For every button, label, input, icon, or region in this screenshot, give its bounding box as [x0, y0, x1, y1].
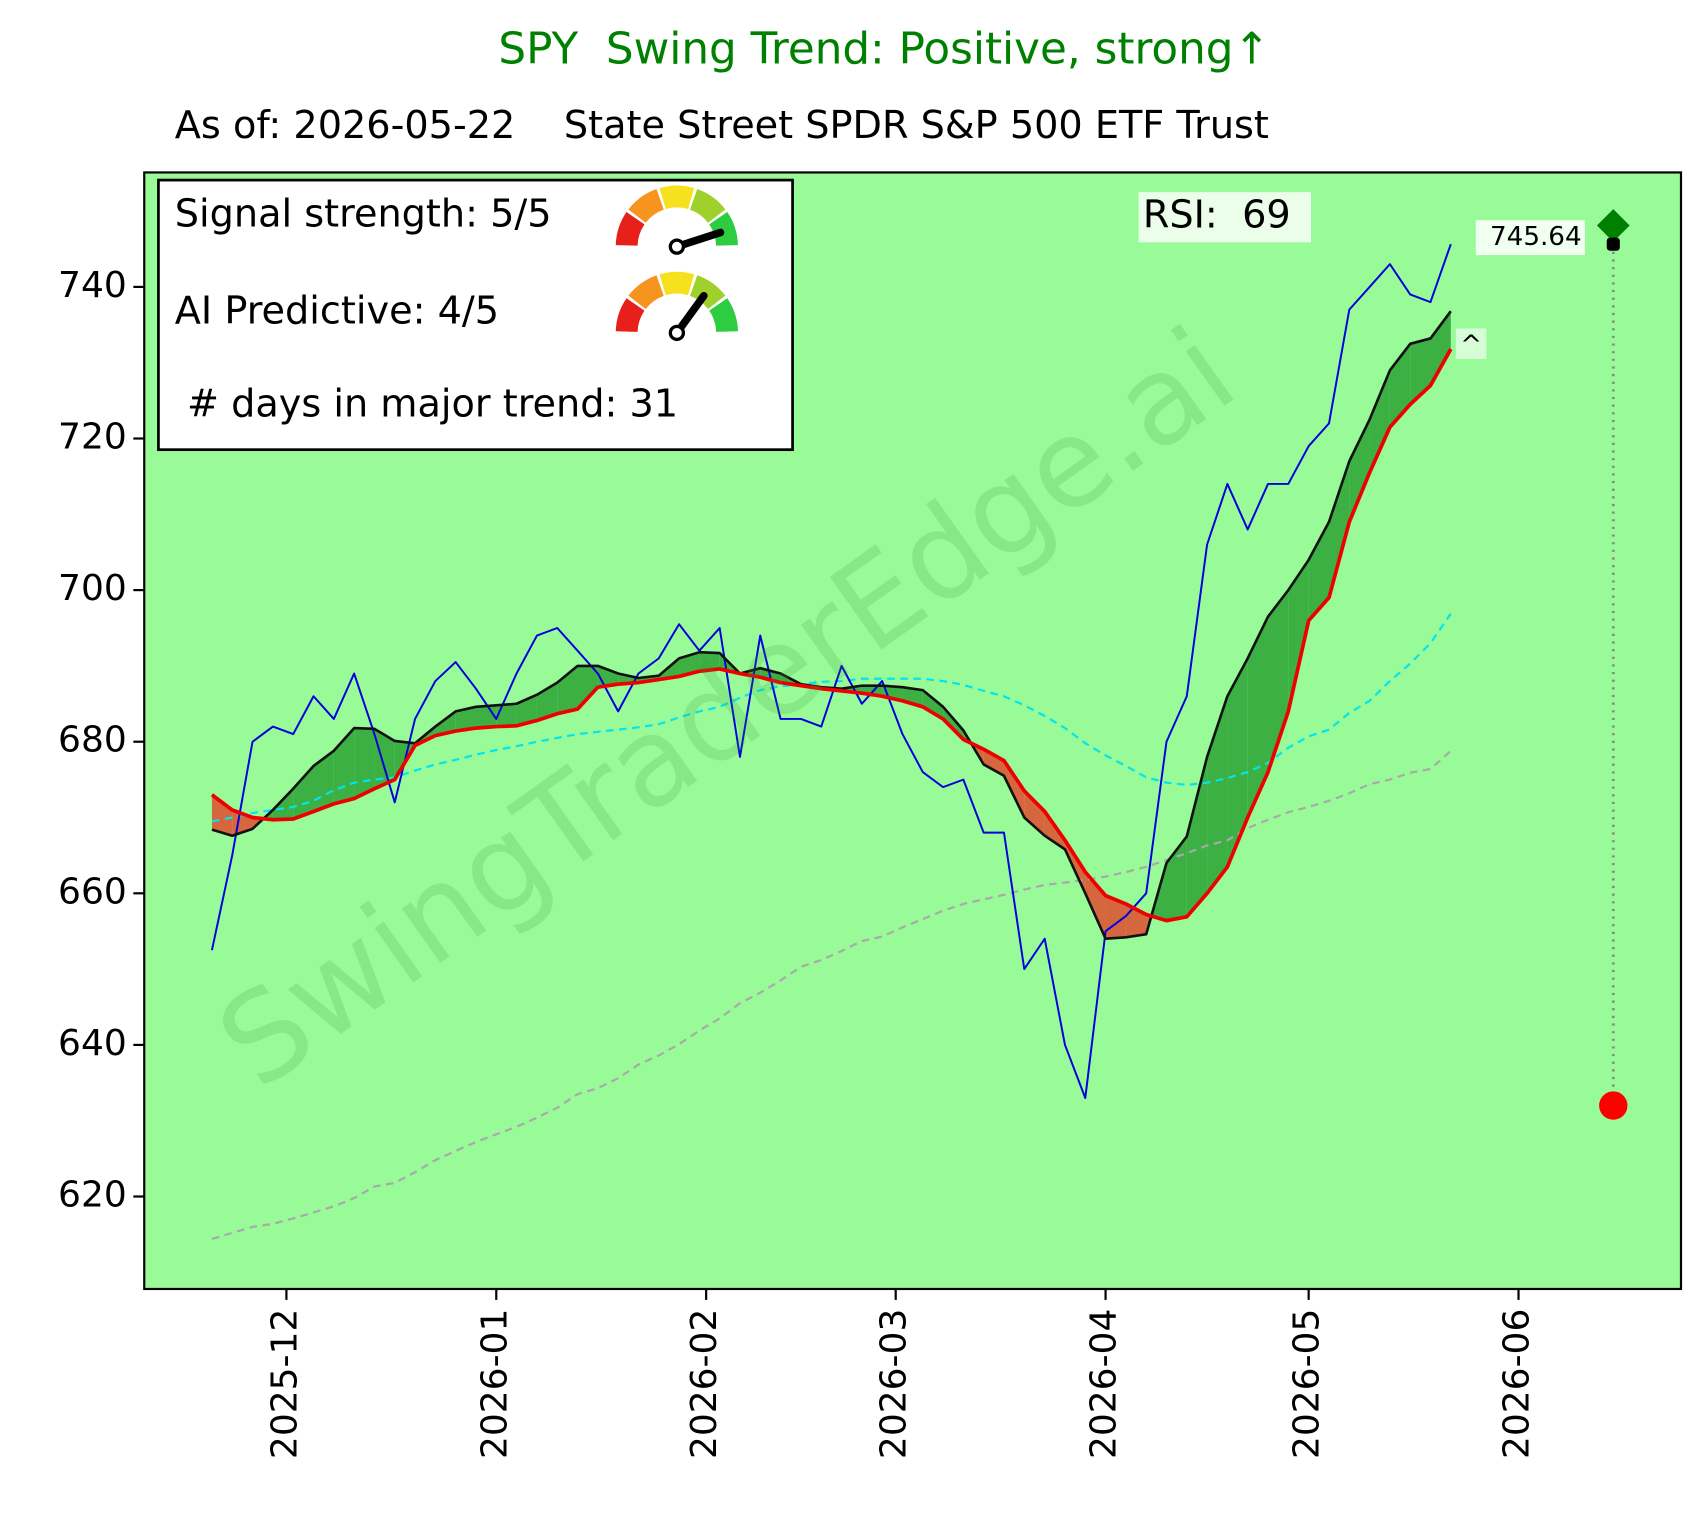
info-text: Signal strength: 5/5	[175, 193, 552, 237]
x-tick-label: 2025-12	[264, 1309, 305, 1459]
x-tick-label: 2026-05	[1287, 1309, 1328, 1459]
gauge-segment	[708, 298, 738, 333]
gauge-segment	[615, 212, 645, 247]
trend-fill	[679, 652, 700, 677]
trend-fill	[435, 711, 456, 736]
trend-fill	[272, 788, 294, 820]
axes-frame	[143, 171, 1683, 1291]
last-price-label: 745.64	[1490, 222, 1582, 252]
trend-fill	[1186, 756, 1208, 917]
target-marker	[1596, 209, 1630, 242]
trend-fill	[455, 706, 476, 732]
trend-fill	[943, 706, 964, 740]
trend-fill	[1004, 760, 1025, 818]
trend-fill	[1247, 616, 1269, 818]
trend-fill	[475, 705, 497, 729]
info-text: AI Predictive: 4/5	[175, 290, 499, 334]
y-tick-label: 740	[58, 265, 127, 306]
caret-box	[1455, 328, 1487, 360]
x-tick-label: 2026-04	[1084, 1309, 1125, 1459]
gauge-hub	[668, 238, 686, 255]
x-tick-label: 2026-06	[1497, 1309, 1538, 1459]
stop-marker	[1599, 1091, 1628, 1120]
x-tick-label: 2026-01	[474, 1309, 515, 1459]
y-tick-label: 680	[58, 720, 127, 761]
gauge-segment	[708, 212, 738, 247]
rsi-label: RSI: 69	[1143, 194, 1291, 238]
chart-title: SPY Swing Trend: Positive, strong↑	[498, 23, 1270, 74]
gauge-hub	[668, 324, 686, 342]
trend-fill	[1085, 872, 1106, 939]
trend-fill	[1430, 311, 1451, 386]
trend-fill	[374, 728, 395, 789]
trend-fill	[211, 794, 233, 836]
gauge-segment	[659, 271, 695, 296]
trend-fill	[1349, 419, 1370, 522]
trend-fill	[1227, 658, 1248, 867]
y-tick-label: 660	[58, 871, 127, 912]
x-tick-label: 2026-02	[684, 1309, 725, 1459]
x-tick-label: 2026-03	[874, 1309, 915, 1459]
rsi-box	[1138, 192, 1311, 243]
trend-fill	[1328, 461, 1350, 598]
trend-fill	[1308, 521, 1329, 621]
trend-fill	[557, 665, 578, 714]
trend-fill	[1288, 559, 1309, 712]
trend-fill	[1369, 370, 1390, 473]
series-line	[210, 348, 1453, 923]
series-line	[211, 612, 1452, 823]
series-line	[211, 749, 1452, 1241]
trend-fill	[1024, 790, 1045, 836]
trend-fill	[313, 750, 334, 812]
y-tick-label: 620	[58, 1175, 127, 1216]
trend-fill	[293, 765, 314, 820]
info-text: # days in major trend: 31	[175, 383, 678, 427]
trend-fill	[983, 749, 1005, 776]
last-price-marker	[1606, 237, 1620, 251]
trend-fill	[354, 728, 375, 799]
trend-fill	[577, 665, 598, 710]
trend-fill	[496, 703, 517, 727]
y-tick-label: 720	[58, 417, 127, 458]
trend-fill	[922, 690, 944, 719]
caret-label: ^	[1460, 330, 1482, 360]
last-price-box	[1475, 220, 1585, 256]
gauge-segment	[628, 189, 665, 224]
gauge-segment	[615, 298, 645, 333]
series-line	[210, 243, 1452, 1099]
gauge-segment	[689, 275, 726, 310]
gauge-segment	[659, 185, 695, 210]
trend-fill	[699, 652, 720, 672]
chart-subtitle: As of: 2026-05-22 State Street SPDR S&P …	[175, 104, 1269, 148]
y-tick-label: 700	[58, 568, 127, 609]
gauge-segment	[689, 189, 726, 224]
gauge-segment	[628, 275, 665, 310]
y-tick-label: 640	[58, 1023, 127, 1064]
